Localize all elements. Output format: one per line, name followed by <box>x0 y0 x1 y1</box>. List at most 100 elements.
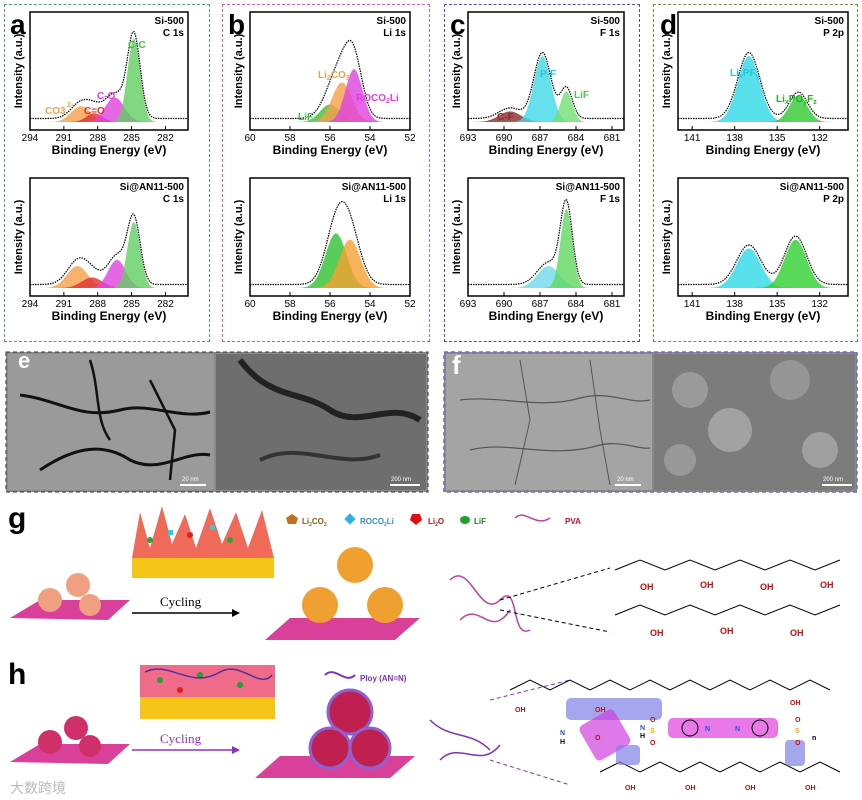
s-atom: S <box>650 728 655 735</box>
peak-d2-1 <box>678 239 848 288</box>
xtick-label-a-1: 291 <box>56 133 73 144</box>
xtick-label-a2-4: 282 <box>157 299 174 310</box>
oh-label: OH <box>805 785 816 792</box>
scalebar-e2 <box>390 484 420 486</box>
peak-label-lif-f: LiF <box>574 90 589 101</box>
scale-label-e1: 20 nm <box>182 477 199 483</box>
sei-base-g <box>132 558 274 578</box>
fine-crack-4 <box>589 359 611 486</box>
xtick-label-b2-1: 58 <box>284 299 296 310</box>
repeat-n: n <box>812 735 816 742</box>
title-sub-a2: C 1s <box>163 194 185 205</box>
peak-d2-0 <box>678 248 848 288</box>
pva-backbone-1 <box>614 559 841 571</box>
xlabel-d2: Binding Energy (eV) <box>706 309 821 323</box>
peak-d-0 <box>678 56 848 122</box>
crosslink-highlight <box>566 698 662 720</box>
peak-b-1 <box>250 82 410 122</box>
peak-c2-0 <box>468 266 624 288</box>
peak-a-2 <box>30 97 188 122</box>
plot-frame-c <box>467 11 625 131</box>
title-top-d: Si-500 <box>815 16 845 27</box>
xtick-label-d-3: 132 <box>811 133 828 144</box>
substrate-g2 <box>265 618 420 640</box>
roco2li-dot <box>168 530 173 535</box>
xtick-label-b-2: 56 <box>324 133 336 144</box>
raw-envelope-b <box>250 39 410 120</box>
xtick-label-c2-2: 687 <box>532 299 549 310</box>
ylabel-a2: Intensity (a.u.) <box>13 199 25 274</box>
panel-c-frame <box>444 4 640 342</box>
particle <box>770 360 810 400</box>
xtick-label-a-3: 285 <box>123 133 140 144</box>
peak-a-0 <box>30 106 188 122</box>
crosslink-highlight-4 <box>616 745 640 765</box>
scale-label-f2: 200 nm <box>823 477 843 483</box>
xtick-label-a-4: 282 <box>157 133 174 144</box>
plot-frame-d <box>677 11 849 131</box>
peak-label-c-c: C-C <box>128 40 146 51</box>
coated-particle-large <box>326 688 374 736</box>
particle <box>664 444 696 476</box>
xtick-label-a2-3: 285 <box>123 299 140 310</box>
fine-crack-3 <box>514 359 531 486</box>
title-top-b: Si-500 <box>377 16 407 27</box>
raw-envelope-b2 <box>250 200 410 286</box>
plot-frame-d2 <box>677 177 849 297</box>
xtick-label-b-4: 52 <box>404 133 416 144</box>
oh-label: OH <box>790 700 801 707</box>
raw-envelope-d2 <box>678 235 848 286</box>
crosslinked-network <box>429 719 501 761</box>
title-sub-b2: Li 1s <box>383 194 406 205</box>
peak-a2-0 <box>30 266 188 288</box>
peak-a2-2 <box>30 259 188 288</box>
legend-roco2li: ROCO2Li <box>360 517 394 528</box>
o-atom: O <box>795 717 801 724</box>
n-atom: N <box>560 730 565 737</box>
si-particle <box>79 594 101 616</box>
o-atom: O <box>795 740 801 747</box>
coated-particle <box>38 730 62 754</box>
lif-dot <box>197 672 203 678</box>
crack-3 <box>88 359 112 441</box>
peak-c-0 <box>468 111 624 122</box>
cycling-label-h: Cycling <box>160 731 202 746</box>
schematic-g: g Cycling Li2CO3 ROCO2Li Li2O LiF PVA <box>8 502 841 640</box>
xtick-label-b2-4: 52 <box>404 299 416 310</box>
poly-chain <box>144 668 273 681</box>
ploy-legend-icon <box>324 671 356 679</box>
ylabel-a: Intensity (a.u.) <box>13 33 25 108</box>
sem-panel-e: e 20 nm 200 nm <box>5 348 429 493</box>
xtick-label-a2-0: 294 <box>22 299 39 310</box>
oh-label: OH <box>685 785 696 792</box>
title-sub-b: Li 1s <box>383 28 406 39</box>
fine-crack-2 <box>469 443 651 452</box>
peak-d-1 <box>678 95 848 122</box>
peak-label-roco2li: ROCO2Li <box>356 93 399 105</box>
panel-letter-d: d <box>660 9 677 40</box>
xtick-label-d2-1: 138 <box>726 299 743 310</box>
xtick-label-c2-3: 684 <box>568 299 585 310</box>
panel-letter-f: f <box>452 350 461 380</box>
particle <box>672 372 708 408</box>
legend-lif: LiF <box>474 517 486 526</box>
oh-label: OH <box>515 707 526 714</box>
coated-particle-large <box>348 726 392 770</box>
o-atom: O <box>595 735 601 742</box>
zoom-line-h <box>489 679 571 701</box>
xlabel-b2: Binding Energy (eV) <box>273 309 388 323</box>
panel-letter-e: e <box>18 348 30 373</box>
ylabel-b: Intensity (a.u.) <box>233 33 245 108</box>
substrate-g <box>10 600 130 620</box>
title-top-b2: Si@AN11-500 <box>342 182 407 193</box>
lif-dot <box>237 682 243 688</box>
xlabel-c2: Binding Energy (eV) <box>489 309 604 323</box>
xlabel-a2: Binding Energy (eV) <box>52 309 167 323</box>
oh-label: OH <box>640 582 654 592</box>
ylabel-c: Intensity (a.u.) <box>451 33 463 108</box>
panel-a-frame <box>4 4 210 342</box>
spiky-particle <box>302 587 338 623</box>
peak-label-lixpoyfz: LixPOyFz <box>776 94 817 106</box>
peak-label-co: C=O <box>84 106 105 117</box>
si-particle <box>66 573 90 597</box>
